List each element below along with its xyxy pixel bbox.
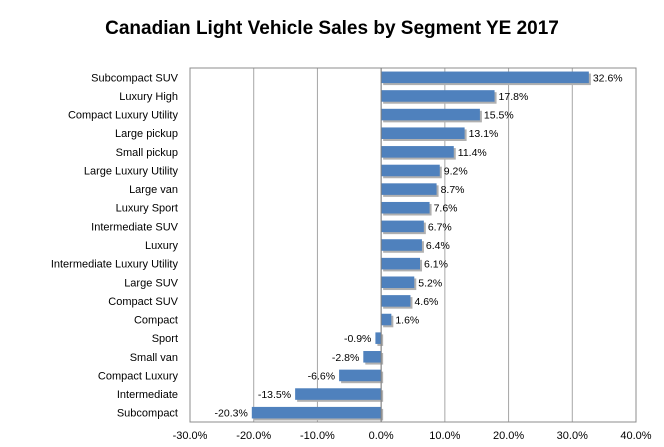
data-label-12: 4.6% bbox=[414, 296, 438, 308]
bar-18 bbox=[251, 406, 382, 419]
chart-title: Canadian Light Vehicle Sales by Segment … bbox=[105, 18, 559, 39]
x-tick-label-3: 0.0% bbox=[369, 430, 394, 442]
category-label-2: Compact Luxury Utility bbox=[68, 110, 179, 122]
data-label-8: 6.7% bbox=[428, 221, 452, 233]
x-tick-label-4: 10.0% bbox=[429, 430, 460, 442]
data-label-5: 9.2% bbox=[444, 165, 468, 177]
category-label-3: Large pickup bbox=[115, 128, 178, 140]
bar-11 bbox=[381, 276, 415, 289]
data-label-10: 6.1% bbox=[424, 259, 448, 271]
bar-7 bbox=[381, 201, 430, 214]
data-label-2: 15.5% bbox=[484, 110, 514, 122]
data-label-9: 6.4% bbox=[426, 240, 450, 252]
plot-area bbox=[189, 67, 637, 423]
data-label-3: 13.1% bbox=[469, 128, 499, 140]
x-tick-label-0: -30.0% bbox=[173, 430, 208, 442]
x-tick-label-2: -10.0% bbox=[300, 430, 335, 442]
category-label-17: Intermediate bbox=[117, 389, 178, 401]
category-label-11: Large SUV bbox=[124, 277, 178, 289]
category-label-0: Subcompact SUV bbox=[91, 72, 178, 84]
bar-6 bbox=[381, 183, 437, 195]
data-label-15: -2.8% bbox=[332, 352, 359, 364]
category-label-7: Luxury Sport bbox=[116, 203, 178, 215]
data-label-4: 11.4% bbox=[458, 147, 487, 159]
bar-14 bbox=[375, 332, 382, 344]
bar-10 bbox=[381, 257, 421, 270]
x-tick-label-7: 40.0% bbox=[620, 430, 651, 442]
bar-8 bbox=[381, 220, 424, 233]
data-label-1: 17.8% bbox=[499, 91, 529, 103]
bar-17 bbox=[295, 388, 382, 400]
data-label-17: -13.5% bbox=[258, 389, 291, 401]
data-label-7: 7.6% bbox=[434, 203, 458, 215]
x-tick-label-1: -20.0% bbox=[236, 430, 271, 442]
x-tick-label-6: 30.0% bbox=[557, 430, 588, 442]
bar-3 bbox=[381, 127, 465, 139]
category-label-18: Subcompact bbox=[117, 408, 178, 420]
bar-0 bbox=[381, 71, 589, 84]
data-label-16: -6.6% bbox=[308, 370, 335, 382]
data-label-0: 32.6% bbox=[593, 72, 623, 84]
bar-1 bbox=[381, 90, 495, 102]
category-label-13: Compact bbox=[134, 315, 178, 327]
bar-2 bbox=[381, 108, 480, 121]
category-label-6: Large van bbox=[129, 184, 178, 196]
data-label-11: 5.2% bbox=[418, 277, 442, 289]
bar-5 bbox=[381, 164, 440, 177]
category-label-10: Intermediate Luxury Utility bbox=[51, 259, 179, 271]
bar-4 bbox=[381, 146, 454, 158]
data-label-18: -20.3% bbox=[215, 408, 248, 420]
category-label-12: Compact SUV bbox=[108, 296, 178, 308]
category-label-1: Luxury High bbox=[119, 91, 178, 103]
data-label-13: 1.6% bbox=[395, 315, 419, 327]
category-label-4: Small pickup bbox=[116, 147, 178, 159]
category-label-14: Sport bbox=[152, 333, 178, 345]
category-label-15: Small van bbox=[130, 352, 178, 364]
bar-16 bbox=[339, 369, 382, 382]
bar-12 bbox=[381, 295, 411, 307]
category-label-9: Luxury bbox=[145, 240, 179, 252]
bar-15 bbox=[363, 351, 382, 363]
category-label-16: Compact Luxury bbox=[98, 370, 179, 382]
bar-13 bbox=[381, 313, 392, 326]
bar-9 bbox=[381, 239, 422, 251]
data-label-14: -0.9% bbox=[344, 333, 371, 345]
data-label-6: 8.7% bbox=[441, 184, 465, 196]
category-label-8: Intermediate SUV bbox=[91, 221, 178, 233]
category-label-5: Large Luxury Utility bbox=[84, 165, 179, 177]
x-tick-label-5: 20.0% bbox=[493, 430, 524, 442]
